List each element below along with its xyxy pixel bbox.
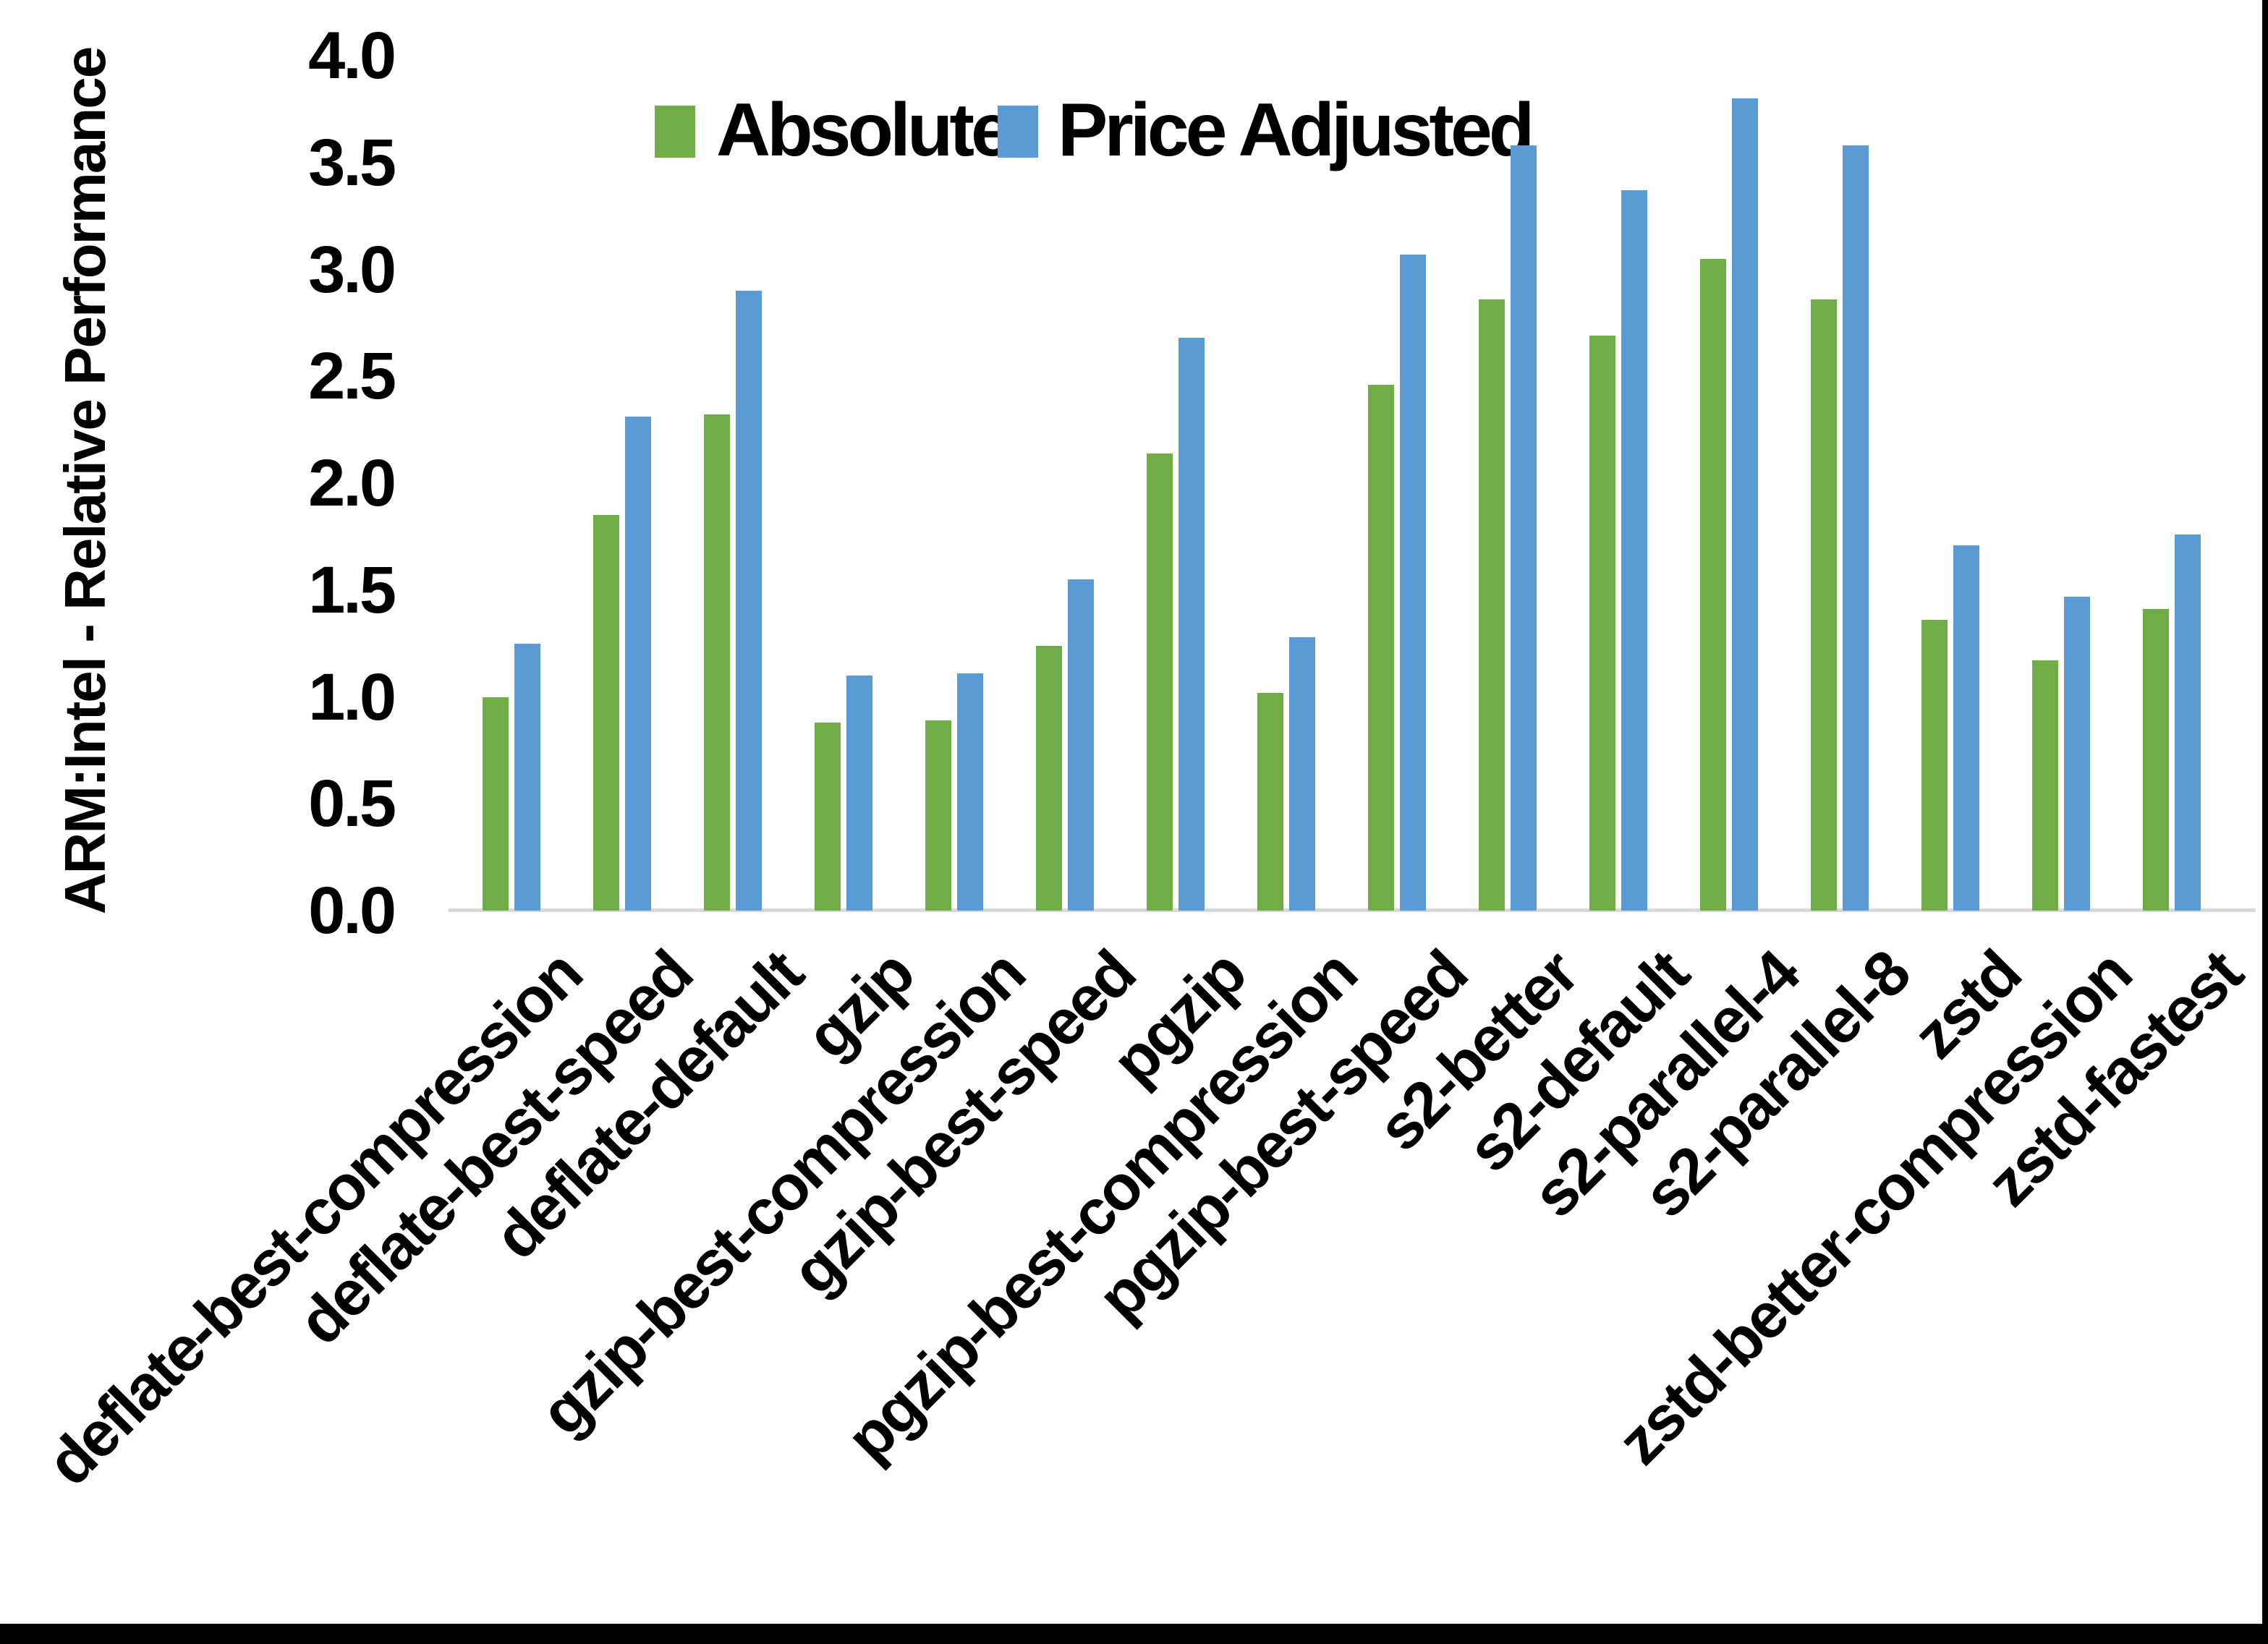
bar-pgzip-best-compression-price-adjusted xyxy=(1288,636,1315,911)
bar-s2-better-price-adjusted xyxy=(1510,145,1537,911)
bar-deflate-best-compression-absolute xyxy=(483,697,509,911)
bar-zstd-better-compression-price-adjusted xyxy=(2063,596,2090,911)
bar-s2-parallel-4-price-adjusted xyxy=(1731,98,1758,911)
bar-gzip-best-speed-price-adjusted xyxy=(1067,579,1094,911)
bar-pgzip-best-speed-absolute xyxy=(1368,385,1394,911)
bar-deflate-best-compression-price-adjusted xyxy=(514,643,540,911)
bar-deflate-best-speed-price-adjusted xyxy=(624,417,651,911)
bar-pgzip-best-compression-absolute xyxy=(1257,692,1283,911)
bar-zstd-fastest-absolute xyxy=(2143,609,2169,911)
x-axis-line xyxy=(449,908,2256,912)
bar-zstd-better-compression-absolute xyxy=(2032,660,2058,911)
y-tick-label-4.0: 4.0 xyxy=(308,19,396,93)
y-tick-label-1.0: 1.0 xyxy=(308,660,396,734)
y-tick-label-1.5: 1.5 xyxy=(308,553,396,627)
bar-s2-default-absolute xyxy=(1589,336,1615,911)
bar-gzip-best-compression-price-adjusted xyxy=(956,673,983,911)
bar-zstd-price-adjusted xyxy=(1953,545,1979,911)
bar-s2-parallel-4-absolute xyxy=(1700,258,1726,911)
bar-zstd-fastest-price-adjusted xyxy=(2174,534,2201,911)
bar-gzip-price-adjusted xyxy=(846,675,872,911)
bar-deflate-default-price-adjusted xyxy=(735,291,762,911)
legend-swatch-absolute xyxy=(655,106,695,158)
y-axis-title: ARM:Intel - Relative Performance xyxy=(53,47,117,915)
bar-s2-better-absolute xyxy=(1479,299,1505,911)
legend-swatch-price-adjusted xyxy=(998,106,1038,158)
bar-gzip-absolute xyxy=(815,722,841,911)
y-tick-label-2.5: 2.5 xyxy=(308,339,396,414)
y-tick-label-2.0: 2.0 xyxy=(308,446,396,520)
bar-pgzip-best-speed-price-adjusted xyxy=(1399,254,1426,911)
bar-s2-parallel-8-absolute xyxy=(1811,299,1837,911)
bar-deflate-best-speed-absolute xyxy=(593,515,619,911)
bar-zstd-absolute xyxy=(1921,620,1948,911)
bar-deflate-default-absolute xyxy=(704,414,730,911)
y-tick-label-0.5: 0.5 xyxy=(308,767,396,841)
bar-gzip-best-speed-absolute xyxy=(1036,645,1062,911)
frame-border-bottom xyxy=(0,1624,2268,1644)
legend-label-absolute: Absolute xyxy=(716,88,1013,172)
y-tick-label-3.0: 3.0 xyxy=(308,232,396,307)
bar-s2-parallel-8-price-adjusted xyxy=(1842,145,1869,911)
bar-pgzip-absolute xyxy=(1147,453,1173,911)
bar-gzip-best-compression-absolute xyxy=(925,720,951,911)
y-tick-label-0.0: 0.0 xyxy=(308,874,396,947)
bar-s2-default-price-adjusted xyxy=(1621,190,1647,911)
frame-border-right xyxy=(2262,0,2268,1644)
legend-label-price-adjusted: Price Adjusted xyxy=(1058,88,1534,172)
y-tick-label-3.5: 3.5 xyxy=(308,125,396,200)
bar-pgzip-price-adjusted xyxy=(1178,338,1205,911)
